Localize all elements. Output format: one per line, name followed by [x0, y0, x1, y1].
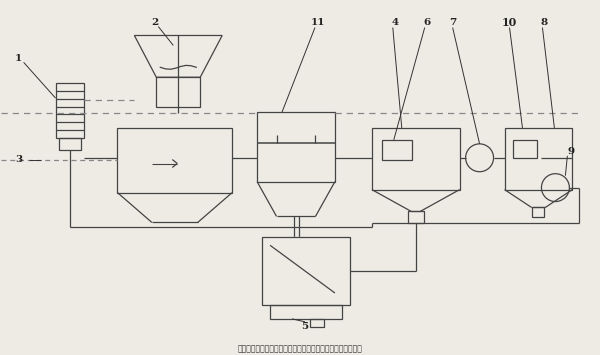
- Text: 5: 5: [301, 322, 308, 331]
- Bar: [532, 208, 544, 218]
- Bar: [372, 128, 460, 190]
- Text: 11: 11: [311, 18, 325, 27]
- Bar: [512, 140, 538, 158]
- Text: 7: 7: [449, 18, 456, 27]
- Bar: [310, 319, 325, 327]
- Text: 10: 10: [502, 17, 517, 28]
- Bar: [118, 128, 232, 192]
- Bar: [270, 305, 342, 319]
- Text: 2: 2: [152, 18, 159, 27]
- Bar: [505, 128, 572, 190]
- Bar: [157, 77, 200, 107]
- Text: 1: 1: [15, 54, 22, 63]
- Bar: [59, 138, 80, 150]
- Bar: [56, 83, 83, 138]
- Text: 9: 9: [568, 147, 575, 156]
- Text: 8: 8: [541, 18, 548, 27]
- Text: 4: 4: [391, 18, 398, 27]
- Text: 利用工业废水作为冷却循环及生化补水的工艺系统的制作方法: 利用工业废水作为冷却循环及生化补水的工艺系统的制作方法: [238, 344, 362, 353]
- Bar: [262, 237, 350, 305]
- Text: 6: 6: [423, 18, 430, 27]
- Text: 3: 3: [15, 155, 22, 164]
- Bar: [257, 112, 335, 182]
- Bar: [408, 212, 424, 223]
- Bar: [382, 140, 412, 160]
